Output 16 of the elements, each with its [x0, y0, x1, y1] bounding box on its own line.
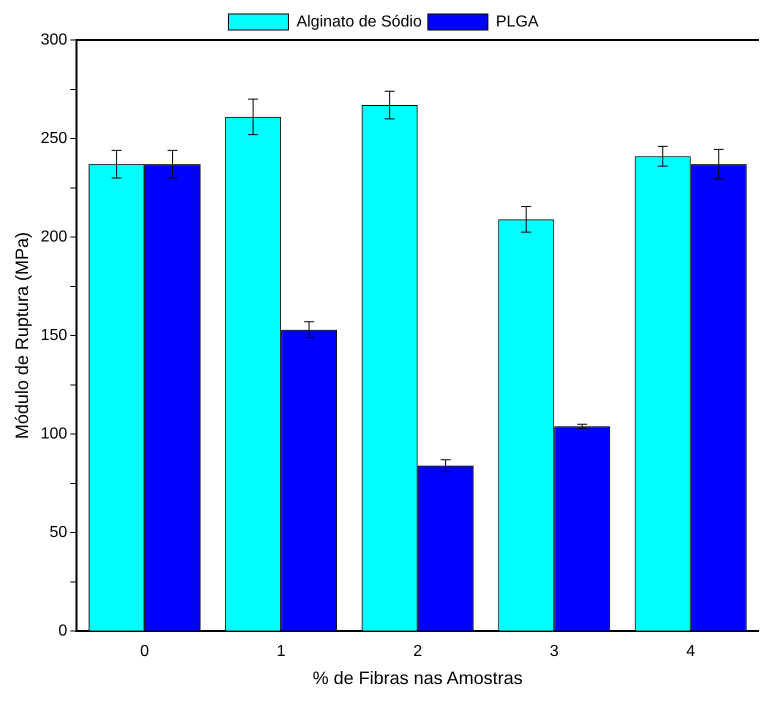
x-tick-label: 1: [276, 643, 286, 660]
y-tick-label: 100: [40, 426, 68, 443]
y-tick-label: 50: [50, 524, 68, 542]
x-axis-title: % de Fibras nas Amostras: [312, 668, 523, 688]
y-tick-label: 250: [40, 130, 68, 147]
y-tick-label: 200: [40, 228, 68, 246]
legend-label: Alginato de Sódio: [296, 13, 422, 30]
x-tick-label: 4: [686, 643, 696, 660]
y-tick-label: 0: [58, 622, 68, 640]
y-tick-label: 300: [40, 31, 68, 48]
y-tick-label: 150: [40, 327, 68, 344]
x-tick-label: 2: [413, 643, 422, 660]
x-tick-label: 0: [140, 643, 150, 660]
legend-label: PLGA: [496, 13, 539, 30]
x-tick-label: 3: [550, 643, 559, 660]
y-axis-title: Módulo de Ruptura (MPa): [12, 232, 32, 440]
